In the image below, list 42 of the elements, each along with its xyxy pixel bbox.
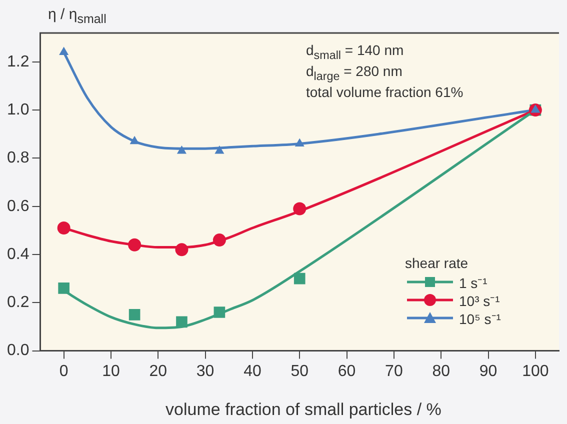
y-tick-label: 0.2 bbox=[6, 294, 30, 312]
point bbox=[175, 243, 188, 256]
point bbox=[57, 222, 70, 235]
x-tick-label: 60 bbox=[338, 362, 356, 380]
point bbox=[128, 309, 140, 320]
point bbox=[214, 145, 224, 154]
x-tick-label: 100 bbox=[522, 362, 549, 380]
x-axis-title: volume fraction of small particles / % bbox=[164, 400, 442, 420]
y-tick-label: 0.4 bbox=[6, 246, 30, 263]
x-tick-label: 30 bbox=[196, 362, 214, 380]
point bbox=[176, 316, 188, 328]
y-tick-label: 1.0 bbox=[6, 101, 30, 118]
y-tick-label: 0.0 bbox=[6, 342, 30, 360]
x-tick-label: 0 bbox=[59, 362, 68, 380]
y-axis-title: η / η$_{small}$ bbox=[48, 6, 106, 26]
point bbox=[294, 272, 306, 284]
annotation: d$_{large}$ = 280 nm bbox=[306, 63, 402, 83]
point bbox=[128, 238, 142, 252]
x-tick-label: 70 bbox=[385, 362, 403, 380]
y-tick-label: 0.6 bbox=[6, 198, 30, 215]
annotation: d$_{small}$ = 140 nm bbox=[306, 42, 404, 62]
legend-label: 10³ s⁻¹ bbox=[459, 292, 500, 310]
point bbox=[212, 234, 226, 247]
x-tick-label: 10 bbox=[102, 362, 120, 380]
point bbox=[293, 202, 306, 216]
x-tick-label: 20 bbox=[149, 362, 168, 380]
y-tick-label: 0.8 bbox=[6, 150, 30, 167]
point bbox=[294, 138, 304, 146]
x-tick-label: 50 bbox=[290, 362, 309, 380]
point bbox=[130, 136, 140, 144]
legend-label: 10⁵ s⁻¹ bbox=[459, 310, 501, 328]
legend-title: shear rate bbox=[405, 255, 470, 271]
point bbox=[59, 46, 69, 56]
x-tick-label: 40 bbox=[244, 362, 262, 380]
annotation: total volume fraction 61% bbox=[306, 84, 464, 100]
point bbox=[214, 306, 226, 318]
x-tick-label: 90 bbox=[479, 362, 498, 380]
point bbox=[176, 145, 186, 154]
point bbox=[58, 282, 70, 294]
legend-label: 1 s⁻¹ bbox=[459, 274, 488, 292]
x-tick-label: 80 bbox=[432, 362, 450, 380]
y-tick-label: 1.2 bbox=[6, 53, 30, 70]
